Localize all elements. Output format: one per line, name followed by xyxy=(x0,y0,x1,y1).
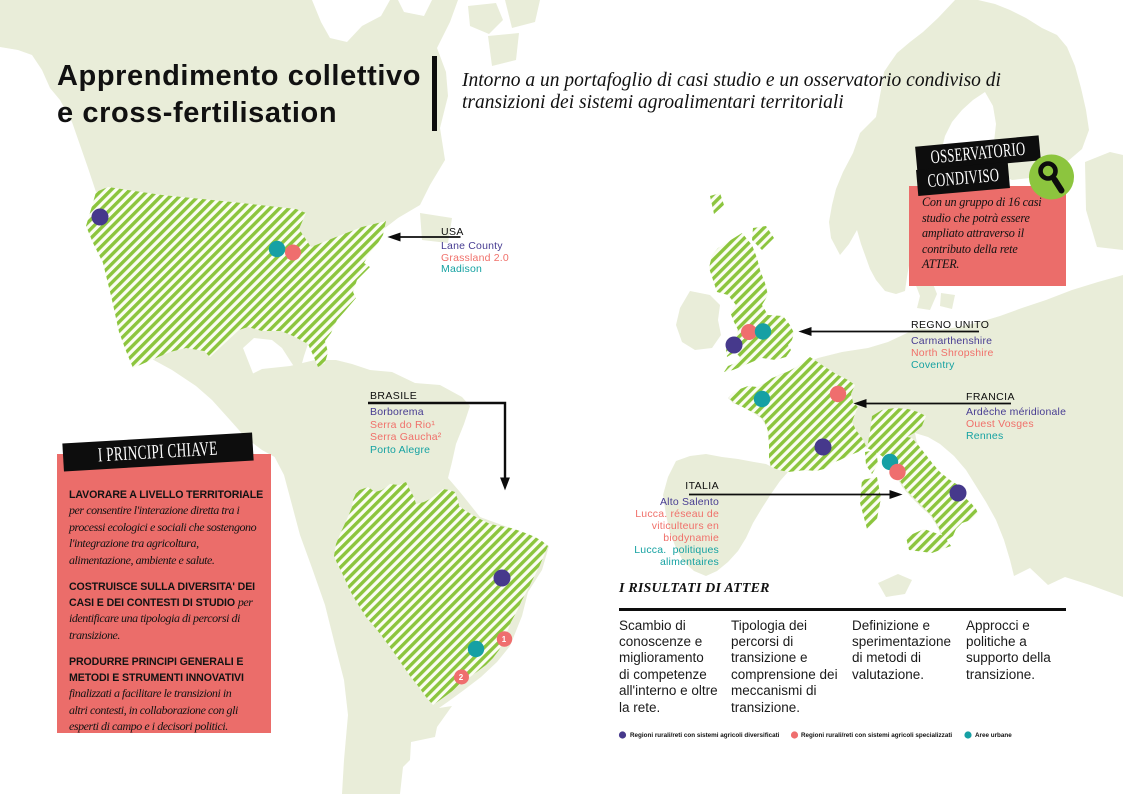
svg-text:2: 2 xyxy=(459,673,464,682)
svg-text:1: 1 xyxy=(502,635,507,644)
